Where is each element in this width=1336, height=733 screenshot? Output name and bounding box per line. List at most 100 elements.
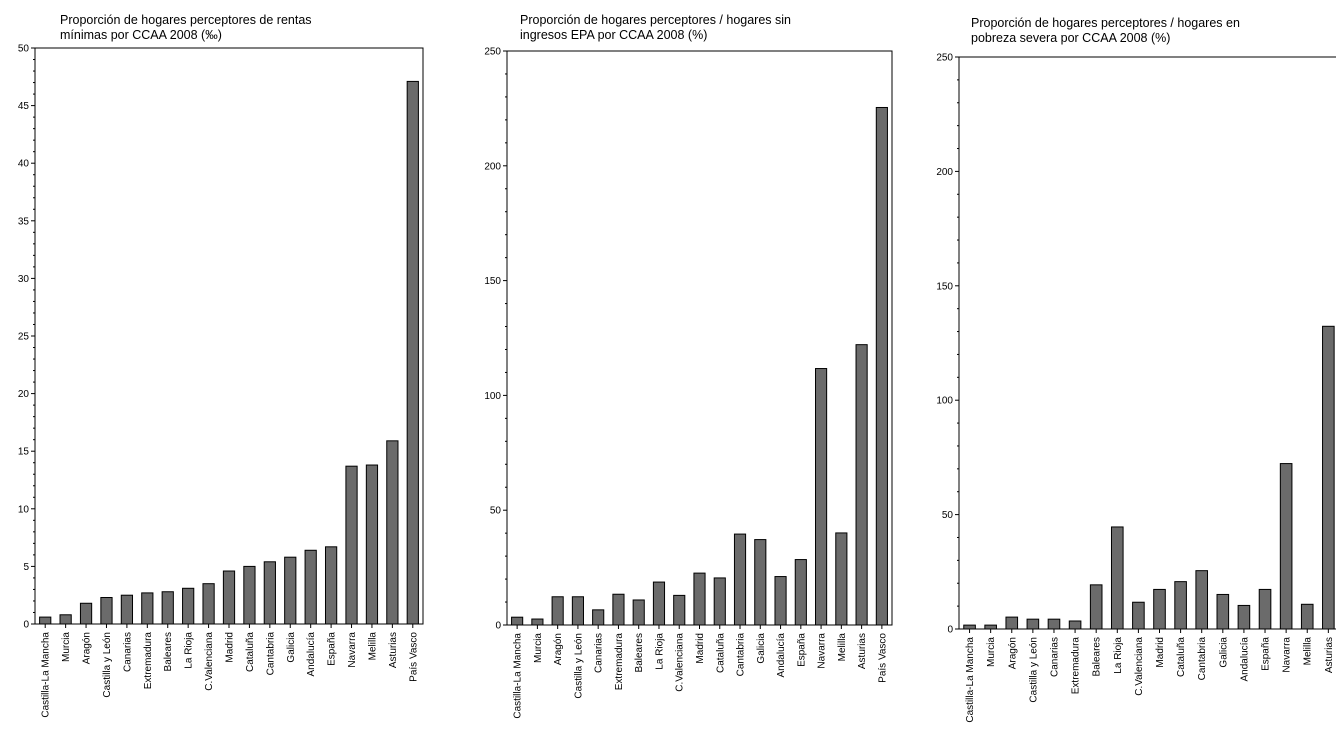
y-tick-label: 250 bbox=[936, 53, 953, 64]
bar bbox=[120, 594, 134, 625]
chart-panel-hogares-sin-ingresos: Proporción de hogares perceptores / hoga… bbox=[445, 0, 900, 733]
bar-chart-pobreza-severa: 0 50 100 150 200 250 Castilla-La Mancha Murcia A… bbox=[936, 53, 1336, 723]
bar bbox=[1300, 603, 1314, 630]
bar-chart-hogares-sin-ingresos: 0 50 100 150 200 250 Castilla-La Mancha Murcia A… bbox=[484, 47, 893, 719]
x-tick-label: C.Valenciana bbox=[204, 632, 215, 691]
bar bbox=[754, 539, 767, 626]
bar bbox=[632, 599, 645, 626]
x-tick-label: Castilla y León bbox=[573, 633, 584, 699]
x-tick-label: Murcia bbox=[986, 637, 997, 667]
bar bbox=[1195, 570, 1209, 630]
bar bbox=[243, 565, 256, 625]
bar bbox=[222, 570, 236, 625]
x-tick-label: España bbox=[327, 632, 338, 666]
bar bbox=[571, 596, 584, 626]
bar bbox=[875, 106, 888, 626]
y-tick-label: 5 bbox=[23, 562, 29, 573]
bar bbox=[794, 559, 807, 626]
x-tick-label: Baleares bbox=[634, 633, 645, 672]
x-tick-label: Asturias bbox=[857, 633, 868, 669]
y-tick-label: 20 bbox=[18, 389, 30, 400]
bar bbox=[79, 602, 93, 625]
x-tick-label: Baleares bbox=[163, 632, 174, 671]
bar bbox=[1174, 581, 1187, 630]
x-tick-label: La Rioja bbox=[184, 632, 195, 669]
x-tick-label: Extremadura bbox=[614, 633, 625, 691]
x-tick-label: Canarias bbox=[594, 633, 605, 673]
chart-title: Proporción de hogares perceptores de ren… bbox=[60, 13, 312, 43]
bar bbox=[1026, 618, 1040, 630]
chart-panel-pobreza-severa: Proporción de hogares perceptores / hoga… bbox=[900, 0, 1336, 733]
bar bbox=[1068, 620, 1082, 630]
x-tick-label: Galicia bbox=[756, 633, 767, 664]
y-tick-label: 40 bbox=[18, 159, 30, 170]
bar bbox=[1237, 604, 1251, 630]
y-tick-label: 10 bbox=[18, 504, 30, 515]
x-tick-label: Castilla y León bbox=[1028, 637, 1039, 703]
x-tick-label: Aragón bbox=[553, 633, 564, 665]
plot-frame bbox=[34, 47, 424, 625]
y-tick-label: 50 bbox=[18, 44, 30, 55]
x-tick-label: País Vasco bbox=[408, 632, 419, 682]
y-tick-label: 0 bbox=[495, 621, 501, 632]
bar bbox=[835, 532, 848, 626]
bar bbox=[59, 614, 72, 625]
bar bbox=[141, 592, 154, 625]
x-tick-label: Canarias bbox=[1049, 637, 1060, 677]
x-tick-label: Andalucía bbox=[776, 633, 787, 678]
y-tick-label: 250 bbox=[484, 47, 501, 58]
chart-title-line-2: ingresos EPA por CCAA 2008 (%) bbox=[520, 28, 708, 42]
x-tick-label: Cataluña bbox=[245, 632, 256, 672]
y-tick-label: 35 bbox=[18, 216, 30, 227]
y-tick-label: 150 bbox=[484, 276, 501, 287]
x-tick-label: Melilla bbox=[837, 633, 848, 662]
bar bbox=[592, 609, 605, 626]
bar bbox=[1279, 463, 1293, 630]
y-tick-label: 0 bbox=[947, 625, 953, 636]
bar bbox=[693, 572, 706, 626]
bar bbox=[182, 587, 195, 625]
chart-title-line-1: Proporción de hogares perceptores / hoga… bbox=[520, 13, 791, 27]
x-tick-label: Castilla y León bbox=[102, 632, 113, 698]
x-tick-label: C.Valenciana bbox=[1134, 637, 1145, 696]
x-tick-label: País Vasco bbox=[877, 633, 888, 683]
y-tick-label: 200 bbox=[484, 161, 501, 172]
y-tick-label: 15 bbox=[18, 447, 30, 458]
x-tick-label: Melilla bbox=[1303, 637, 1314, 666]
x-tick-label: Cataluña bbox=[715, 633, 726, 673]
bar-chart-rentas-minimas: 0 5 10 15 20 25 30 35 40 45 50 Castilla-La Mancha Mu… bbox=[18, 44, 424, 718]
x-tick-label: Andalucía bbox=[1239, 637, 1250, 682]
x-tick-label: Andalucía bbox=[306, 632, 317, 677]
chart-title-line-2: mínimas por CCAA 2008 (‰) bbox=[60, 28, 222, 42]
chart-panel-rentas-minimas: Proporción de hogares perceptores de ren… bbox=[0, 0, 440, 733]
x-tick-label: Canarias bbox=[122, 632, 133, 672]
bar bbox=[1322, 325, 1335, 630]
x-tick-label: Asturias bbox=[388, 632, 399, 668]
chart-title-line-1: Proporción de hogares perceptores de ren… bbox=[60, 13, 312, 27]
x-tick-label: Castilla-La Mancha bbox=[965, 637, 976, 723]
bar bbox=[161, 591, 174, 625]
plot-frame bbox=[958, 56, 1336, 630]
y-tick-label: 50 bbox=[942, 510, 954, 521]
chart-title-line-1: Proporción de hogares perceptores / hoga… bbox=[971, 16, 1240, 30]
x-tick-label: Madrid bbox=[225, 632, 236, 663]
x-tick-label: C.Valenciana bbox=[675, 633, 686, 692]
x-tick-label: La Rioja bbox=[654, 633, 665, 670]
bar bbox=[1153, 588, 1166, 630]
bar bbox=[963, 624, 976, 630]
bar bbox=[713, 577, 726, 626]
x-tick-label: Asturias bbox=[1324, 637, 1335, 673]
bar bbox=[386, 440, 399, 625]
x-tick-label: España bbox=[1261, 637, 1272, 671]
bar bbox=[652, 581, 666, 626]
bar bbox=[324, 546, 338, 625]
bar bbox=[1047, 618, 1061, 630]
x-tick-label: Extremadura bbox=[1071, 637, 1082, 695]
chart-title-line-2: pobreza severa por CCAA 2008 (%) bbox=[971, 31, 1171, 45]
bar bbox=[531, 618, 544, 626]
bar bbox=[406, 80, 419, 625]
x-tick-label: Navarra bbox=[347, 632, 358, 668]
x-tick-label: Murcia bbox=[533, 633, 544, 663]
y-tick-label: 45 bbox=[18, 101, 30, 112]
bar bbox=[1132, 601, 1145, 630]
